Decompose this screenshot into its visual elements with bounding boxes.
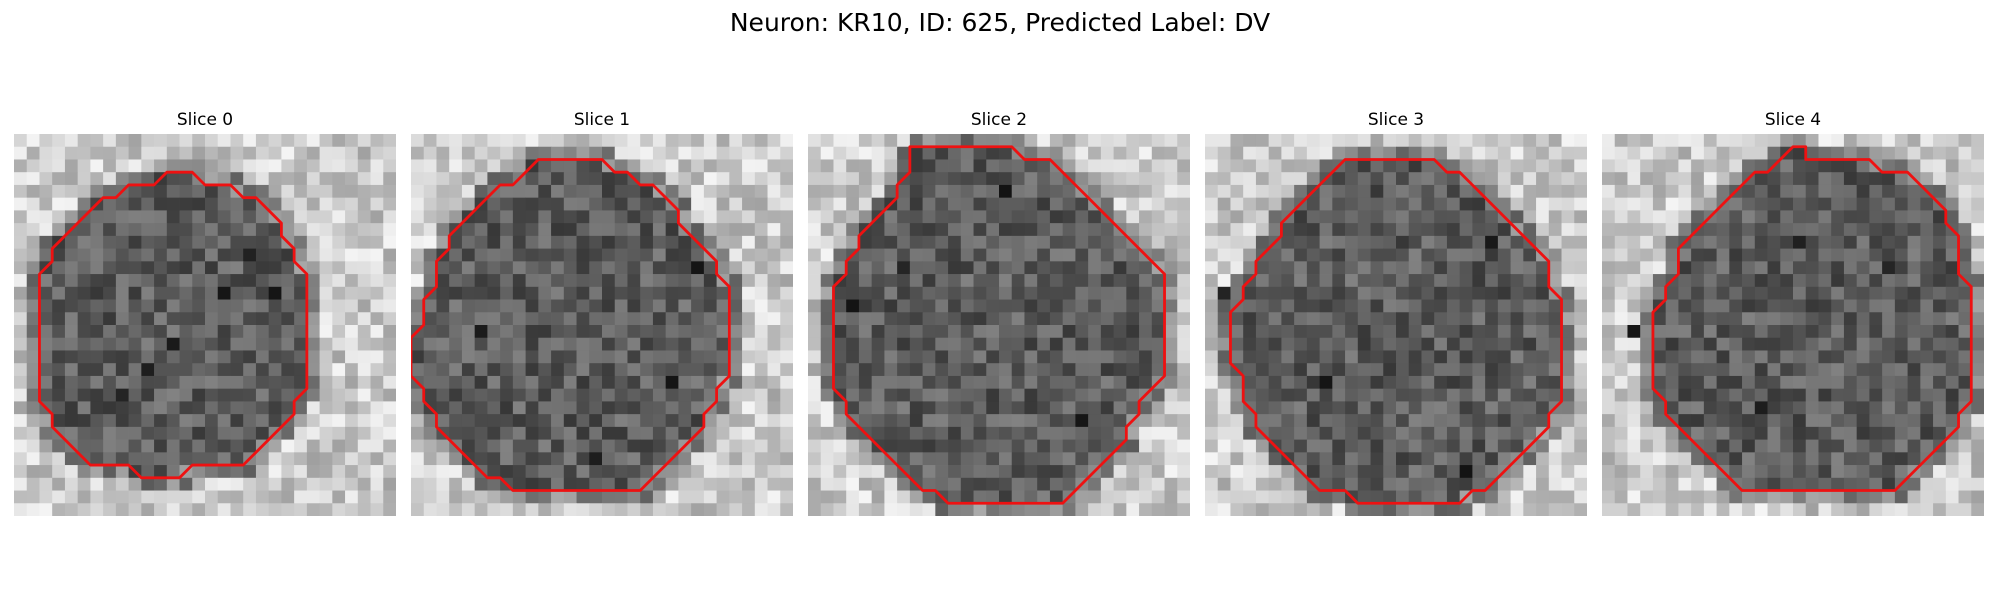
slice-title-2: Slice 2 — [970, 110, 1028, 130]
slice-title-1: Slice 1 — [573, 110, 631, 130]
slice-image-3 — [1205, 134, 1587, 516]
slice-image-4 — [1602, 134, 1984, 516]
roi-contour — [1651, 145, 1973, 492]
roi-contour — [832, 145, 1166, 505]
slice-image-1 — [411, 134, 793, 516]
slice-title-0: Slice 0 — [176, 110, 234, 130]
slice-image-0 — [14, 134, 396, 516]
roi-contour — [1229, 158, 1563, 505]
figure-title: Neuron: KR10, ID: 625, Predicted Label: … — [729, 8, 1271, 37]
roi-contour — [411, 158, 731, 492]
slice-image-2 — [808, 134, 1190, 516]
slice-title-4: Slice 4 — [1764, 110, 1822, 130]
slice-title-3: Slice 3 — [1367, 110, 1425, 130]
roi-contour — [38, 170, 309, 480]
